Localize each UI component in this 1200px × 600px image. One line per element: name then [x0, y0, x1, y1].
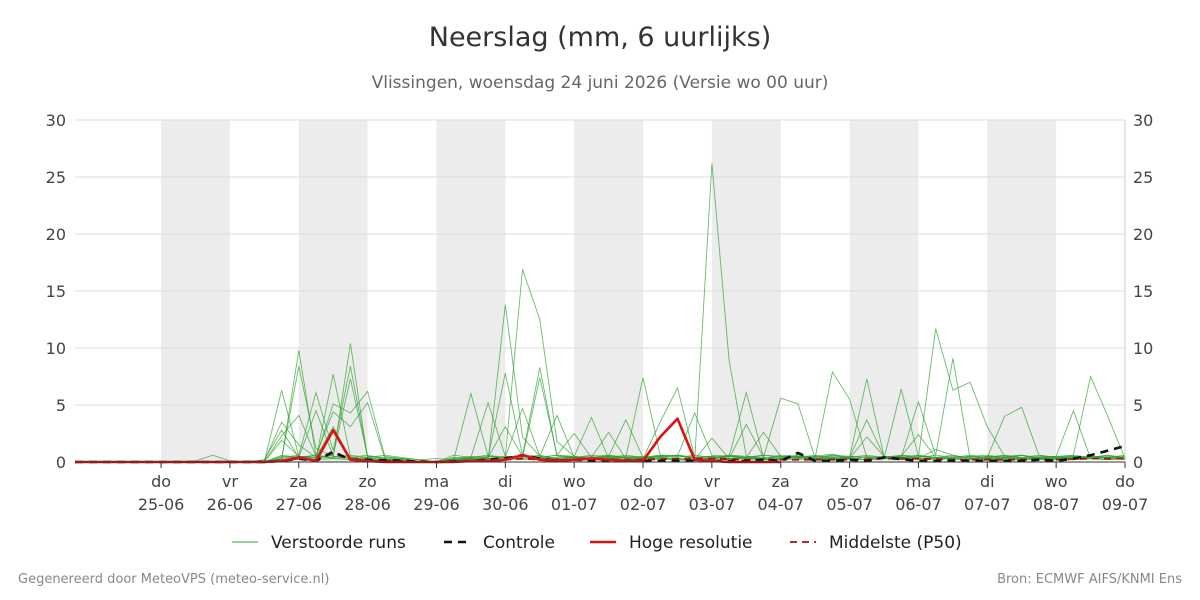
legend-label: Hoge resolutie [629, 533, 753, 553]
legend-label: Controle [483, 533, 555, 553]
x-tick-date: 30-06 [482, 495, 529, 514]
y-tick-label-right: 0 [1133, 453, 1143, 472]
y-tick-label-left: 20 [46, 225, 66, 244]
x-tick-date: 26-06 [207, 495, 254, 514]
x-tick-date: 25-06 [138, 495, 185, 514]
x-tick-date: 27-06 [276, 495, 323, 514]
y-tick-label-right: 30 [1133, 111, 1153, 130]
y-tick-label-right: 10 [1133, 339, 1153, 358]
y-tick-label-left: 25 [46, 168, 66, 187]
x-tick-date: 02-07 [620, 495, 667, 514]
x-tick-day: ma [424, 472, 449, 491]
y-tick-label-left: 30 [46, 111, 66, 130]
x-tick-day: ma [906, 472, 931, 491]
x-tick-date: 08-07 [1033, 495, 1080, 514]
x-tick-date: 28-06 [344, 495, 391, 514]
x-tick-day: wo [563, 472, 586, 491]
y-tick-label-right: 25 [1133, 168, 1153, 187]
x-tick-date: 29-06 [413, 495, 460, 514]
x-tick-day: do [151, 472, 171, 491]
x-tick-day: zo [359, 472, 377, 491]
x-tick-day: do [633, 472, 653, 491]
x-tick-day: vr [704, 472, 720, 491]
footer-generated-by: Gegenereerd door MeteoVPS (meteo-service… [18, 572, 330, 587]
axes: 0 0 5 5 10 10 15 15 20 20 25 25 30 30 do 25-06 vr 26-06 za… [46, 111, 1154, 514]
x-tick-day: vr [222, 472, 238, 491]
x-tick-day: wo [1045, 472, 1068, 491]
x-tick-date: 05-07 [826, 495, 873, 514]
x-tick-date: 06-07 [895, 495, 942, 514]
x-tick-day: di [498, 472, 513, 491]
y-tick-label-right: 5 [1133, 396, 1143, 415]
x-tick-day: do [1115, 472, 1135, 491]
x-tick-date: 07-07 [964, 495, 1011, 514]
chart-title: Neerslag (mm, 6 uurlijks) [428, 22, 772, 53]
y-tick-label-left: 15 [46, 282, 66, 301]
x-tick-day: di [980, 472, 995, 491]
footer-source: Bron: ECMWF AIFS/KNMI Ens [997, 572, 1182, 587]
legend: Verstoorde runs Controle Hoge resolutie Mid… [232, 533, 962, 553]
legend-label: Verstoorde runs [271, 533, 406, 553]
x-tick-date: 01-07 [551, 495, 598, 514]
y-tick-label-left: 5 [56, 396, 66, 415]
y-tick-label-left: 10 [46, 339, 66, 358]
x-tick-day: za [290, 472, 308, 491]
y-tick-label-right: 20 [1133, 225, 1153, 244]
x-tick-date: 09-07 [1102, 495, 1149, 514]
y-tick-label-right: 15 [1133, 282, 1153, 301]
x-tick-day: za [772, 472, 790, 491]
chart-subtitle: Vlissingen, woensdag 24 juni 2026 (Versi… [371, 73, 829, 93]
legend-label: Middelste (P50) [829, 533, 962, 553]
y-tick-label-left: 0 [56, 453, 66, 472]
x-tick-day: zo [840, 472, 858, 491]
x-tick-date: 04-07 [757, 495, 804, 514]
x-tick-date: 03-07 [689, 495, 736, 514]
